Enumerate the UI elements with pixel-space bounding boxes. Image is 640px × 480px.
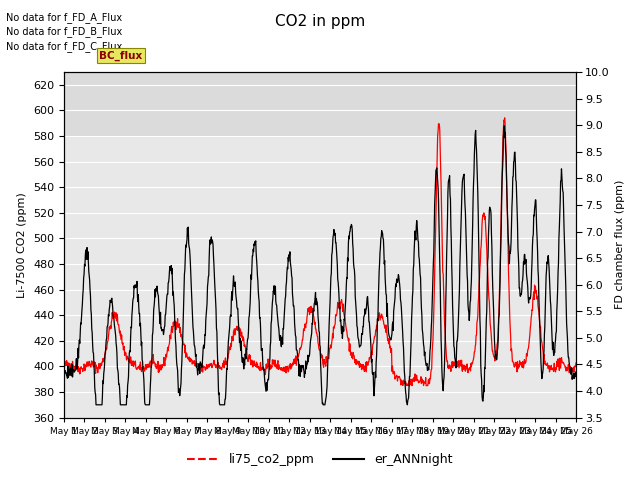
Text: BC_flux: BC_flux [99, 50, 143, 60]
Text: CO2 in ppm: CO2 in ppm [275, 14, 365, 29]
Y-axis label: FD chamber flux (ppm): FD chamber flux (ppm) [615, 180, 625, 310]
Text: No data for f_FD_B_Flux: No data for f_FD_B_Flux [6, 26, 123, 37]
Bar [64, 72, 576, 136]
Y-axis label: Li-7500 CO2 (ppm): Li-7500 CO2 (ppm) [17, 192, 28, 298]
Text: No data for f_FD_C_Flux: No data for f_FD_C_Flux [6, 41, 123, 52]
Text: No data for f_FD_A_Flux: No data for f_FD_A_Flux [6, 12, 122, 23]
Legend: li75_co2_ppm, er_ANNnight: li75_co2_ppm, er_ANNnight [182, 448, 458, 471]
